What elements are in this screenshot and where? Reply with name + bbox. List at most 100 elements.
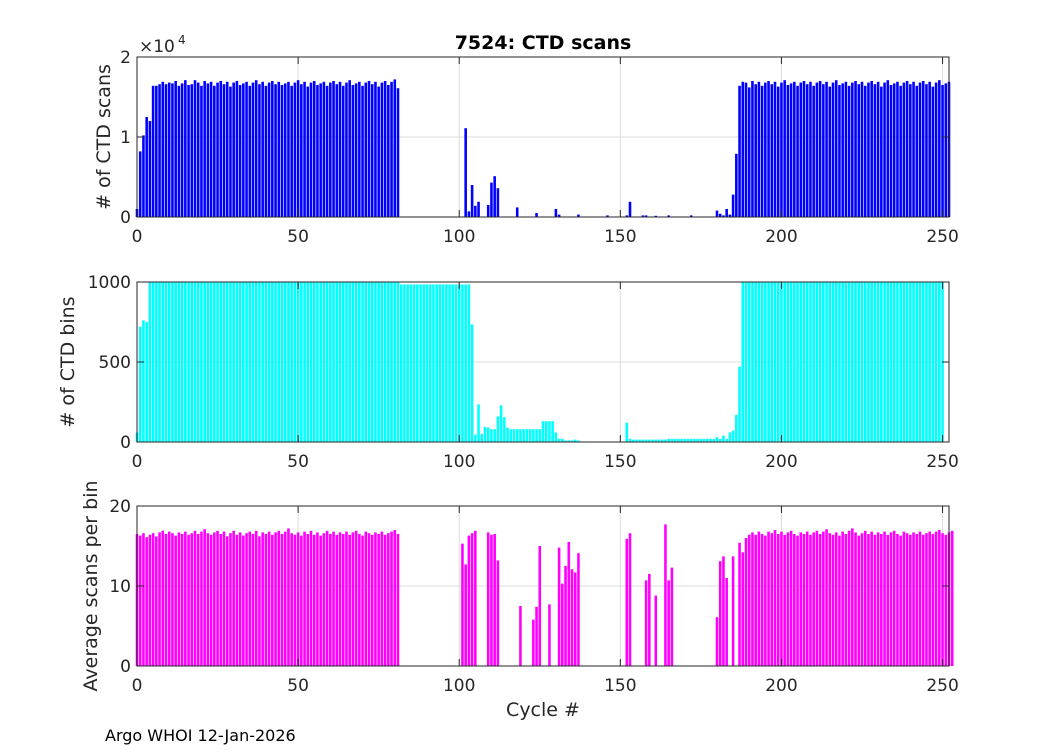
bar — [528, 429, 532, 442]
bar — [515, 207, 519, 217]
bar — [332, 81, 335, 217]
bar — [654, 439, 658, 442]
bar — [506, 427, 509, 442]
bar — [764, 282, 767, 442]
bar — [341, 85, 345, 217]
bar — [873, 84, 877, 217]
bar — [728, 214, 732, 217]
bar — [886, 534, 890, 666]
bar — [799, 82, 803, 217]
bar — [232, 282, 235, 442]
bar — [741, 81, 745, 217]
bar — [151, 85, 155, 217]
bar — [815, 530, 819, 666]
bar — [722, 435, 725, 442]
bar — [167, 531, 171, 666]
bar — [896, 282, 899, 442]
bar — [235, 81, 239, 217]
bar — [222, 84, 226, 217]
bar — [519, 429, 522, 442]
bar — [383, 534, 387, 666]
bar — [457, 284, 461, 442]
bar — [789, 530, 793, 666]
bar — [493, 429, 496, 442]
bar — [815, 282, 819, 442]
x-tick-label: 200 — [765, 676, 797, 696]
bar — [628, 533, 632, 666]
bar — [747, 282, 751, 442]
bar — [161, 282, 165, 442]
bar — [802, 81, 806, 217]
bar — [644, 439, 648, 442]
bar — [361, 535, 364, 666]
bar — [361, 85, 364, 217]
bar — [319, 83, 322, 218]
bar — [754, 534, 757, 666]
bar — [374, 81, 377, 217]
bar — [751, 81, 754, 217]
bar — [760, 85, 764, 217]
bar — [747, 87, 751, 218]
bar — [238, 85, 242, 217]
bar — [831, 82, 835, 217]
bar — [206, 282, 210, 442]
bar — [886, 80, 890, 217]
bar — [290, 85, 293, 217]
bar — [428, 284, 432, 442]
bar — [470, 324, 474, 442]
bar — [219, 282, 223, 442]
bar — [461, 543, 464, 666]
bar — [799, 282, 803, 442]
bar — [287, 528, 290, 666]
bar — [944, 83, 948, 218]
bar — [909, 534, 912, 666]
bar — [142, 533, 145, 666]
bar — [934, 282, 938, 442]
bar — [496, 188, 500, 217]
bar — [812, 85, 815, 217]
bar — [561, 438, 564, 442]
bar — [254, 80, 258, 217]
bar — [731, 430, 735, 442]
y-tick-label: 0 — [120, 208, 131, 228]
bar — [196, 534, 200, 666]
bar — [464, 128, 467, 217]
bar — [667, 215, 670, 217]
bar — [577, 553, 580, 666]
bar — [138, 326, 142, 442]
bar — [870, 282, 873, 442]
bar — [184, 282, 187, 442]
bar — [283, 282, 287, 442]
bar — [316, 85, 319, 217]
bar — [364, 531, 368, 666]
bar — [770, 282, 774, 442]
bar — [805, 282, 809, 442]
x-tick-label: 200 — [765, 452, 797, 472]
bar — [396, 534, 400, 666]
bar — [464, 284, 467, 442]
bar — [564, 566, 567, 666]
bar — [271, 534, 274, 666]
bar — [380, 531, 384, 666]
bar — [860, 81, 864, 217]
bar — [348, 80, 351, 217]
bar — [370, 84, 374, 217]
bar — [332, 531, 335, 666]
bar — [767, 282, 770, 442]
bar — [248, 531, 252, 666]
bar — [329, 534, 332, 666]
bar — [351, 282, 355, 442]
bar — [258, 84, 261, 217]
bar — [206, 83, 210, 218]
bar — [151, 533, 155, 666]
bar — [203, 81, 206, 217]
bar — [287, 81, 290, 217]
bar — [242, 535, 245, 666]
bar — [203, 282, 206, 442]
bar — [216, 530, 219, 666]
bar — [335, 282, 339, 442]
bar — [325, 530, 329, 666]
bar — [316, 282, 319, 442]
bar — [577, 440, 580, 442]
bar — [780, 282, 783, 442]
